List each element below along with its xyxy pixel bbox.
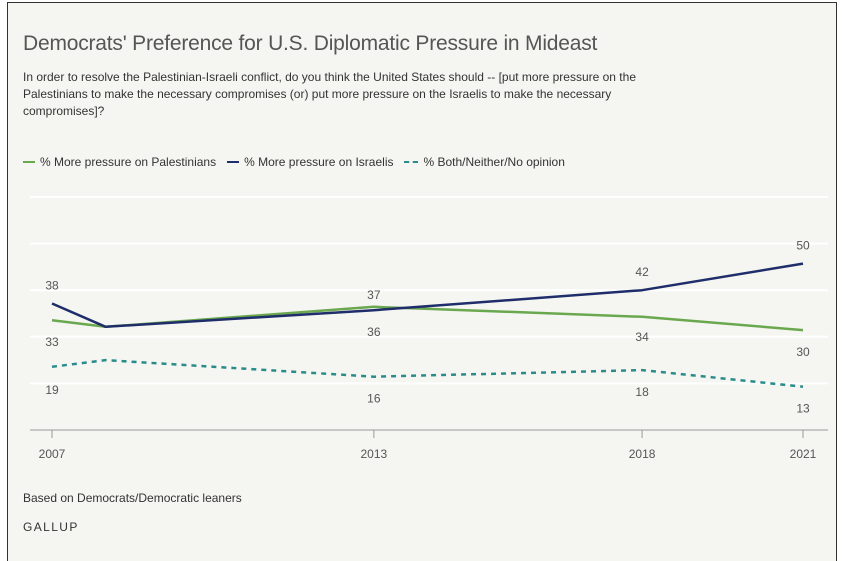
data-label: 13 [796,402,810,416]
chart-question: In order to resolve the Palestinian-Isra… [23,70,636,118]
series-line-0 [51,305,804,332]
x-tick-label: 2021 [790,447,817,461]
chart-title: Democrats' Preference for U.S. Diplomati… [23,32,598,55]
x-tick-label: 2007 [39,447,66,461]
footer-note: Based on Democrats/Democratic leaners [23,491,242,505]
legend-item-both-neither: % Both/Neither/No opinion [404,155,565,169]
legend-label-both-neither: % Both/Neither/No opinion [423,155,565,169]
data-label: 34 [635,330,649,344]
data-label: 33 [45,335,59,349]
data-label: 37 [367,288,381,302]
data-label: 30 [796,345,810,359]
legend: % More pressure on Palestinians % More p… [23,155,576,169]
x-tick-label: 2018 [629,447,656,461]
data-label: 18 [635,385,649,399]
legend-swatch-israelis [227,161,240,163]
data-label: 36 [367,325,381,339]
data-label: 19 [45,383,59,397]
legend-label-israelis: % More pressure on Israelis [244,155,394,169]
x-tick-label: 2013 [361,447,388,461]
legend-item-palestinians: % More pressure on Palestinians [23,155,216,169]
gallup-brand: GALLUP [23,520,79,534]
legend-swatch-both-neither [404,161,419,163]
legend-item-israelis: % More pressure on Israelis [227,155,393,169]
series-line-1 [51,262,804,329]
data-label: 50 [796,239,810,253]
data-label: 38 [45,279,59,293]
legend-label-palestinians: % More pressure on Palestinians [40,155,217,169]
series-line-2 [51,358,804,388]
data-label: 16 [367,392,381,406]
legend-swatch-palestinians [23,161,35,163]
data-label: 42 [635,265,649,279]
